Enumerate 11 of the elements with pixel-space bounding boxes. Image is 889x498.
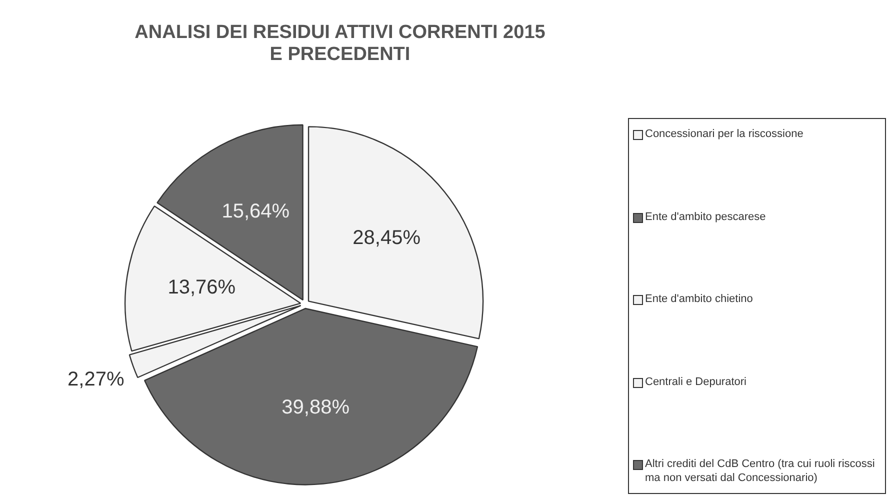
- legend-label: Altri crediti del CdB Centro (tra cui ruoli riscossi ma non versati dal Concessionario): [645, 457, 876, 485]
- legend-label: Concessionari per la riscossione: [645, 127, 804, 141]
- legend-label: Ente d'ambito chietino: [645, 292, 753, 306]
- data-label: 2,27%: [68, 368, 124, 390]
- data-label: 28,45%: [352, 226, 421, 249]
- data-label: 13,76%: [168, 276, 236, 298]
- legend-label: Centrali e Depuratori: [645, 374, 746, 388]
- data-label: 15,64%: [222, 200, 290, 222]
- chart-title: ANALISI DEI RESIDUI ATTIVI CORRENTI 2015 E PRECEDENTI: [134, 22, 546, 66]
- legend-label: Ente d'ambito pescarese: [645, 210, 766, 224]
- data-label: 39,88%: [282, 396, 350, 419]
